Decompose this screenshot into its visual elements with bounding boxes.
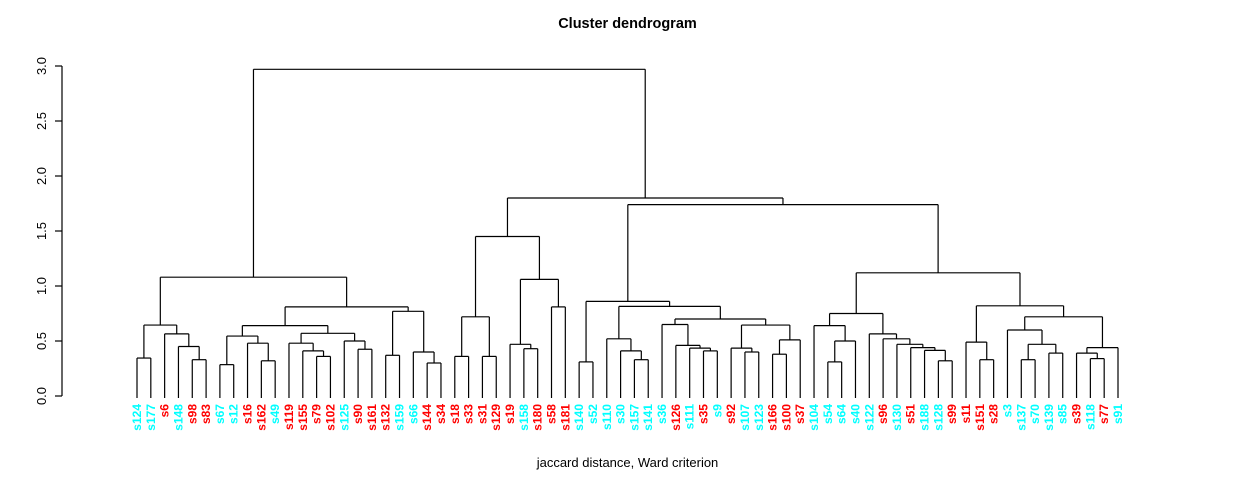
leaf-label: s36 (655, 404, 669, 424)
leaf-label: s96 (876, 404, 890, 424)
leaf-label: s67 (213, 404, 227, 424)
leaf-label: s12 (227, 404, 241, 424)
leaf-label: s35 (696, 404, 710, 424)
leaf-label: s3 (1000, 404, 1014, 418)
leaf-label: s111 (683, 404, 697, 430)
leaf-label: s66 (406, 404, 420, 424)
leaf-label: s31 (475, 404, 489, 424)
leaf-label: s123 (752, 404, 766, 431)
leaf-label: s159 (393, 404, 407, 431)
y-axis: 0.0 0.5 1.0 1.5 2.0 2.5 3.0 (34, 57, 63, 405)
leaf-label: s148 (171, 404, 185, 431)
leaf-label: s104 (807, 404, 821, 431)
leaf-label: s155 (296, 404, 310, 431)
leaf-label: s49 (268, 404, 282, 424)
leaf-label: s16 (241, 404, 255, 424)
leaf-label: s18 (448, 404, 462, 424)
leaf-label: s180 (531, 404, 545, 431)
leaf-label: s118 (1083, 404, 1097, 430)
leaf-label: s124 (130, 404, 144, 431)
y-tick-label: 2.0 (34, 167, 49, 185)
leaf-label: s34 (434, 404, 448, 424)
leaf-label: s39 (1070, 404, 1084, 424)
leaf-label: s90 (351, 404, 365, 424)
leaf-label: s98 (185, 404, 199, 424)
leaf-label: s122 (862, 404, 876, 431)
leaf-label: s130 (890, 404, 904, 431)
leaf-label: s40 (848, 404, 862, 424)
y-tick-label: 0.5 (34, 332, 49, 350)
leaf-label: s140 (572, 404, 586, 431)
leaf-label: s92 (724, 404, 738, 424)
leaf-label: s9 (710, 404, 724, 418)
leaf-label: s28 (987, 404, 1001, 424)
leaf-label: s151 (973, 404, 987, 431)
leaf-label: s58 (545, 404, 559, 424)
leaf-label: s166 (766, 404, 780, 431)
leaf-label: s144 (420, 404, 434, 431)
leaf-label: s119 (282, 404, 296, 430)
leaf-label: s161 (365, 404, 379, 431)
leaf-label: s129 (489, 404, 503, 431)
leaf-label: s33 (462, 404, 476, 424)
leaf-label: s11 (959, 404, 973, 424)
leaf-label: s52 (586, 404, 600, 424)
leaf-label: s37 (793, 404, 807, 424)
leaf-label: s177 (144, 404, 158, 431)
leaf-label: s83 (199, 404, 213, 424)
leaf-label: s107 (738, 404, 752, 431)
leaf-label: s126 (669, 404, 683, 431)
leaf-label: s85 (1056, 404, 1070, 424)
leaf-label: s132 (379, 404, 393, 431)
y-tick-label: 1.5 (34, 222, 49, 240)
leaf-label: s91 (1111, 404, 1125, 424)
leaf-label: s188 (918, 404, 932, 431)
leaf-label: s125 (337, 404, 351, 431)
y-tick-label: 0.0 (34, 387, 49, 405)
leaf-label: s70 (1028, 404, 1042, 424)
leaf-label: s139 (1042, 404, 1056, 431)
leaf-labels: s124 s177 s6 s148 s98 s83 s67 s12 s16 s162 s49 s119… (130, 404, 1125, 431)
leaf-label: s141 (641, 404, 655, 431)
leaf-label: s30 (614, 404, 628, 424)
leaf-label: s54 (821, 404, 835, 424)
chart-title: Cluster dendrogram (558, 16, 697, 32)
leaf-label: s6 (158, 404, 172, 418)
leaf-label: s51 (904, 404, 918, 424)
leaf-label: s100 (779, 404, 793, 431)
leaf-label: s99 (945, 404, 959, 424)
leaf-label: s162 (254, 404, 268, 431)
y-tick-label: 2.5 (34, 112, 49, 130)
y-tick-label: 1.0 (34, 277, 49, 295)
leaf-label: s79 (310, 404, 324, 424)
chart-caption: jaccard distance, Ward criterion (536, 455, 719, 470)
leaf-label: s181 (558, 404, 572, 431)
y-tick-label: 3.0 (34, 57, 49, 75)
leaf-label: s19 (503, 404, 517, 424)
leaf-label: s110 (600, 404, 614, 430)
dendrogram-tree (136, 68, 1119, 398)
leaf-label: s102 (323, 404, 337, 431)
leaf-label: s77 (1097, 404, 1111, 424)
leaf-label: s137 (1014, 404, 1028, 431)
leaf-label: s128 (931, 404, 945, 431)
leaf-label: s64 (835, 404, 849, 424)
leaf-label: s157 (627, 404, 641, 431)
leaf-label: s158 (517, 404, 531, 431)
